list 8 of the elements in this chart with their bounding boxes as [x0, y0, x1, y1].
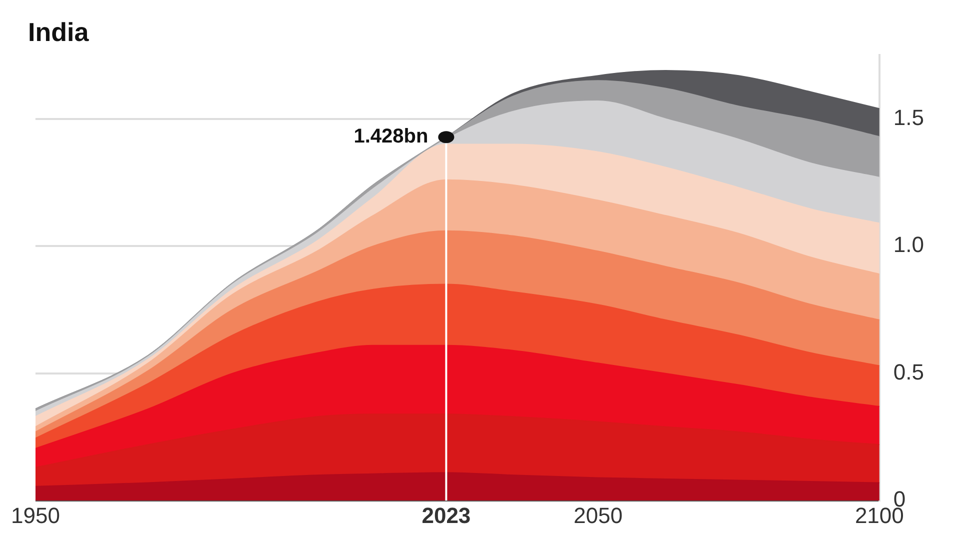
x-tick-label: 2023 — [422, 502, 471, 528]
annotation: 1.428bn — [354, 126, 428, 148]
y-tick-label: 1.0 — [893, 232, 924, 258]
chart-title: India — [28, 16, 90, 47]
y-tick-label: 1.5 — [893, 104, 924, 130]
x-tick-label: 1950 — [10, 502, 60, 528]
x-tick-label: 2050 — [574, 502, 623, 528]
y-tick-label: 0.5 — [893, 359, 924, 384]
